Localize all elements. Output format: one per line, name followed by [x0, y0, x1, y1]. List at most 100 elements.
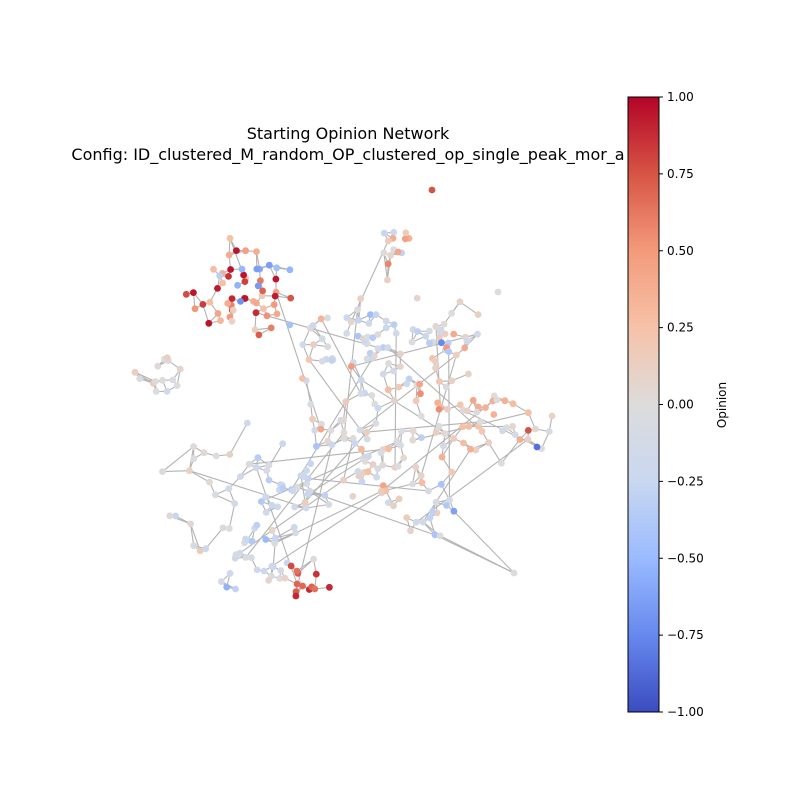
network-node — [351, 440, 359, 447]
network-node — [390, 397, 398, 404]
network-node — [206, 298, 214, 306]
colorbar-gradient — [627, 96, 660, 713]
network-node — [182, 290, 190, 298]
network-node — [390, 367, 397, 375]
network-node — [442, 383, 450, 391]
network-node — [409, 480, 417, 488]
network-node — [224, 300, 232, 307]
network-node — [312, 570, 320, 578]
network-node — [317, 315, 325, 323]
network-node — [426, 339, 433, 347]
network-node — [400, 454, 408, 462]
network-node — [299, 341, 307, 348]
network-node — [349, 492, 357, 500]
network-node — [372, 420, 380, 427]
network-node — [286, 266, 294, 274]
network-node — [384, 344, 392, 351]
network-node — [473, 408, 481, 416]
network-node — [397, 350, 404, 358]
colorbar-tick-label: 1.00 — [667, 90, 694, 104]
network-node — [384, 276, 391, 284]
network-node — [432, 323, 440, 331]
network-node — [206, 478, 213, 486]
network-node — [444, 405, 451, 413]
network-node — [272, 534, 279, 542]
network-edge — [162, 470, 190, 473]
network-node — [499, 427, 506, 435]
network-node — [253, 521, 261, 529]
network-node — [363, 355, 371, 363]
network-node — [448, 377, 456, 385]
network-node — [440, 320, 448, 328]
network-node — [290, 523, 298, 531]
network-node — [324, 314, 331, 322]
network-node — [214, 310, 222, 317]
network-node — [328, 357, 336, 364]
network-node — [390, 229, 398, 236]
network-node — [450, 330, 458, 338]
network-node — [429, 508, 436, 516]
network-node — [413, 294, 421, 302]
network-node — [340, 417, 347, 424]
network-node — [269, 563, 277, 571]
network-edge — [306, 503, 329, 509]
network-node — [131, 368, 139, 376]
network-node — [212, 491, 219, 499]
network-edge — [383, 252, 388, 281]
network-node — [225, 525, 233, 532]
network-node — [398, 427, 405, 435]
network-node — [152, 378, 159, 385]
network-node — [226, 234, 234, 242]
network-edge — [434, 534, 515, 574]
network-node — [501, 397, 509, 405]
network-edge — [271, 490, 387, 567]
network-edge — [448, 351, 451, 501]
network-node — [478, 428, 486, 435]
network-node — [190, 542, 198, 549]
network-node — [254, 282, 262, 290]
network-node — [214, 285, 221, 292]
network-node — [227, 266, 235, 273]
network-node — [163, 387, 171, 395]
network-node — [253, 299, 260, 307]
colorbar-ticks: 1.00 0.75 0.50 0.25 0.00 −0.25 −0.50 −0.75 −1.00 — [659, 90, 704, 719]
network-node — [412, 397, 420, 405]
node-layer — [131, 186, 556, 600]
network-node — [163, 354, 171, 362]
network-node — [365, 320, 373, 327]
network-edge — [295, 444, 333, 592]
network-node — [356, 426, 364, 434]
network-node — [169, 376, 177, 384]
network-node — [325, 501, 333, 508]
network-node — [265, 476, 273, 484]
network-node — [358, 478, 366, 485]
network-node — [347, 363, 355, 370]
network-node — [387, 251, 394, 259]
network-node — [370, 352, 378, 360]
colorbar-tick-label: 0.75 — [667, 167, 694, 181]
network-node — [448, 309, 455, 317]
network-edge — [245, 432, 345, 558]
network-node — [548, 412, 556, 420]
network-node — [318, 420, 325, 428]
network-node — [299, 582, 306, 590]
network-node — [450, 435, 458, 442]
network-node — [355, 316, 363, 324]
network-node — [340, 476, 347, 484]
network-node — [289, 487, 297, 495]
network-node — [225, 251, 233, 259]
network-node — [395, 383, 403, 391]
network-node — [461, 344, 469, 352]
network-node — [384, 237, 392, 245]
network-node — [394, 463, 402, 470]
network-node — [268, 501, 276, 509]
network-node — [432, 498, 440, 506]
network-edge — [229, 422, 248, 455]
network-node — [265, 461, 273, 469]
network-node — [418, 479, 426, 487]
colorbar-tick-label: −0.50 — [667, 551, 704, 565]
network-node — [510, 569, 518, 577]
network-node — [228, 295, 236, 302]
network-node — [270, 301, 278, 308]
network-node — [190, 443, 198, 450]
